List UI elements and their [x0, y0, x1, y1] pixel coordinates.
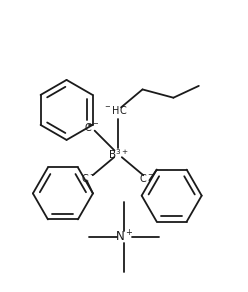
Text: N$^+$: N$^+$	[115, 229, 133, 245]
Text: C$^-$: C$^-$	[81, 172, 96, 185]
Text: $^-$HC: $^-$HC	[103, 104, 127, 116]
Text: C$^-$: C$^-$	[84, 121, 99, 133]
Text: C$^-$: C$^-$	[139, 172, 155, 185]
Text: B$^{3+}$: B$^{3+}$	[108, 147, 128, 161]
